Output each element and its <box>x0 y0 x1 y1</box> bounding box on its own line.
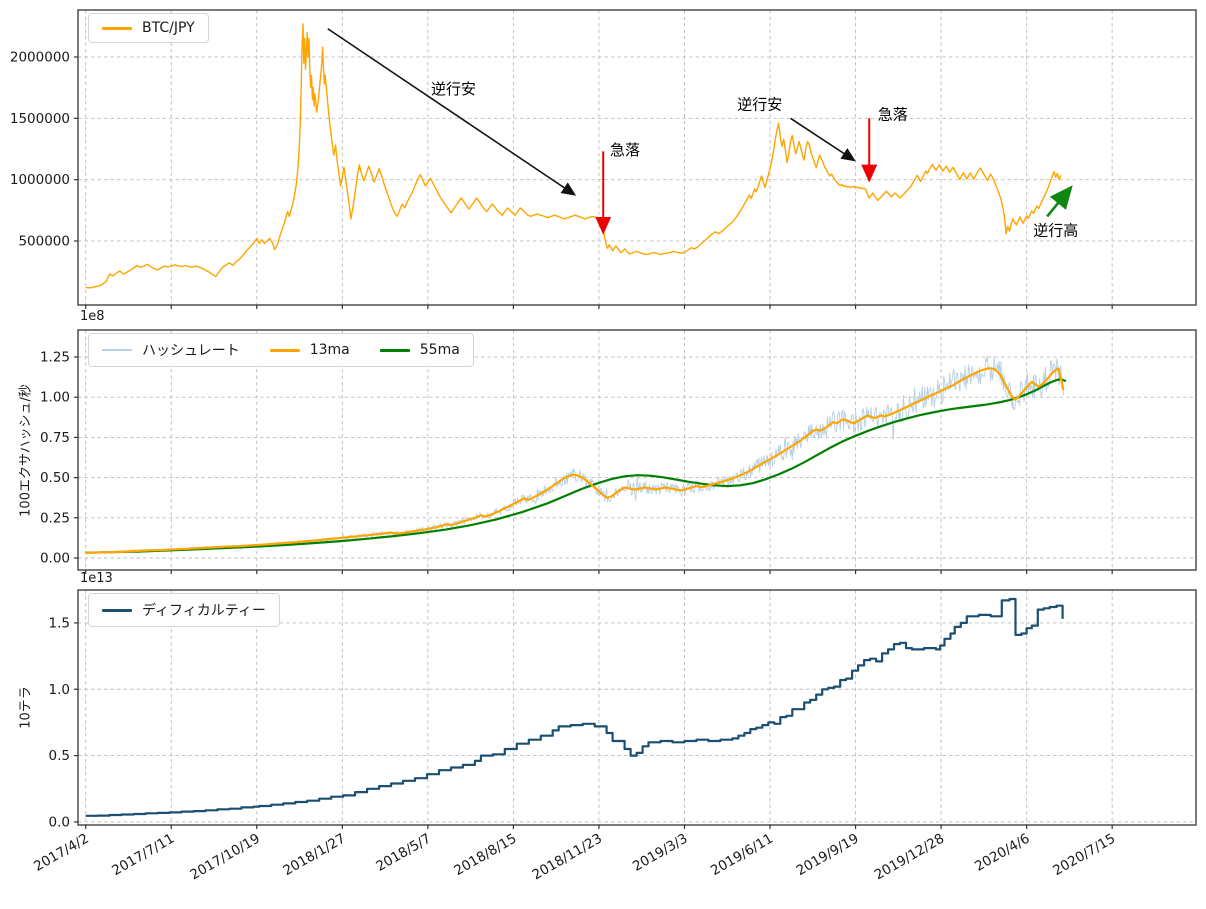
x-tick-label: 2019/9/19 <box>794 831 862 879</box>
x-tick-label: 2017/7/11 <box>109 831 177 879</box>
difficulty-ytick-label: 1.5 <box>49 615 70 631</box>
legend-label-55ma: 55ma <box>419 342 460 358</box>
hashrate-series-2 <box>85 378 1067 554</box>
difficulty-line-swatch <box>102 608 132 612</box>
x-tick-label: 2017/10/19 <box>187 831 262 884</box>
annotation-arrow-0 <box>327 28 577 196</box>
hashrate-series-0 <box>85 355 1064 554</box>
annotation-text-2: 逆行安 <box>737 96 782 114</box>
legend-item-difficulty: ディフィカルティー <box>102 600 266 620</box>
x-tick-label: 2018/8/15 <box>451 831 519 879</box>
hashrate-ytick-label: 0.00 <box>40 551 70 567</box>
hashrate-ytick-label: 0.25 <box>40 510 70 526</box>
difficulty-ytick-label: 1.0 <box>49 682 70 698</box>
hashrate-ytick-label: 1.00 <box>40 390 70 406</box>
btcjpy-line-swatch <box>102 26 132 30</box>
x-tick-label: 2017/4/2 <box>31 831 92 875</box>
x-tick-label: 2019/6/11 <box>708 831 776 879</box>
difficulty-series-0 <box>85 597 1064 817</box>
difficulty-ytick-label: 0.0 <box>49 814 70 830</box>
btc-jpy-price-ytick-label: 500000 <box>18 233 70 249</box>
annotation-text-0: 逆行安 <box>431 80 476 98</box>
x-tick-label: 2018/11/23 <box>530 831 605 884</box>
legend-item-55ma: 55ma <box>379 342 460 358</box>
btc-jpy-price-ytick-label: 1000000 <box>10 172 70 188</box>
btc-jpy-price-series-0 <box>85 23 1062 289</box>
x-tick-label: 2020/7/15 <box>1050 831 1118 879</box>
legend-item-btcjpy: BTC/JPY <box>102 20 195 36</box>
difficulty-legend: ディフィカルティー <box>88 593 280 627</box>
difficulty-plot: 0.0 0.5 1.0 1.5 2017/4/2 2017/7/11 2017/10/19 2… <box>31 589 1197 884</box>
x-tick-label: 2019/3/3 <box>630 831 691 875</box>
ma13-line-swatch <box>269 348 300 352</box>
legend-label-hashrate: ハッシュレート <box>142 343 240 359</box>
legend-label-13ma: 13ma <box>309 342 350 358</box>
annotation-arrow-2 <box>790 117 856 162</box>
legend-label-btcjpy: BTC/JPY <box>142 20 195 36</box>
legend-label-difficulty: ディフィカルティー <box>142 603 266 619</box>
hashrate-ytick-label: 1.25 <box>40 350 70 366</box>
hashrate-scale-offset-label: 1e8 <box>80 309 105 324</box>
price-legend: BTC/JPY <box>88 13 209 43</box>
annotation-text-3: 急落 <box>878 106 908 124</box>
hashrate-plot: 0.00 0.25 0.50 0.75 1.00 1.25 <box>40 329 1197 574</box>
x-tick-label: 2019/12/28 <box>872 831 947 884</box>
difficulty-ytick-label: 0.5 <box>49 748 70 764</box>
hashrate-ytick-label: 0.50 <box>40 470 70 486</box>
hashrate-ytick-label: 0.75 <box>40 430 70 446</box>
hashrate-series-1 <box>85 367 1065 554</box>
x-tick-label: 2018/5/7 <box>373 831 434 875</box>
ma55-line-swatch <box>379 348 410 352</box>
hashrate-y-axis-label: 100エクサハッシュ/秒 <box>18 384 34 517</box>
btc-jpy-price-ytick-label: 1500000 <box>10 111 70 127</box>
difficulty-scale-offset-label: 1e13 <box>80 571 113 586</box>
hashrate-line-swatch <box>102 349 132 351</box>
hashrate-legend: ハッシュレート 13ma 55ma <box>88 333 474 367</box>
annotation-text-4: 逆行高 <box>1033 221 1078 239</box>
btc-jpy-price-ytick-label: 2000000 <box>10 49 70 65</box>
annotation-arrow-4 <box>1046 185 1073 218</box>
x-tick-label: 2018/1/27 <box>280 831 348 879</box>
legend-item-13ma: 13ma <box>269 342 350 358</box>
legend-item-hashrate: ハッシュレート <box>102 340 240 360</box>
annotation-text-1: 急落 <box>610 141 640 159</box>
x-tick-label: 2020/4/6 <box>972 831 1033 875</box>
difficulty-y-axis-label: 10テラ <box>18 686 34 729</box>
